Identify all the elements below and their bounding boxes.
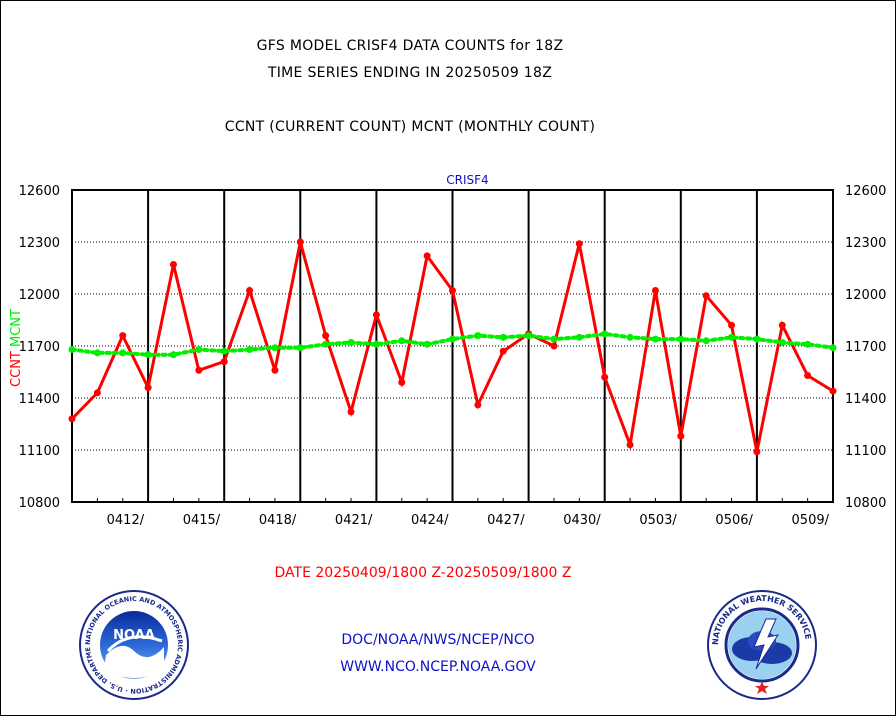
data-point-mcnt [347,339,355,347]
data-point-mcnt [525,332,533,340]
data-point-mcnt [423,340,431,348]
x-tick-label: 0509/ [792,513,830,528]
data-point-ccnt [499,347,507,355]
data-point-ccnt [68,415,76,423]
x-tick-label: 0430/ [563,513,601,528]
y-tick-label-right: 12000 [845,288,886,303]
y-tick-label-right: 10800 [845,496,886,511]
data-point-ccnt [626,441,634,449]
noaa-logo: NOAA NATIONAL OCEANIC AND ATMOSPHERIC AD… [78,589,189,700]
y-tick-label-left: 11100 [19,444,60,459]
data-point-ccnt [246,287,254,295]
data-point-mcnt [220,347,228,355]
chart-title-line-3: CCNT (CURRENT COUNT) MCNT (MONTHLY COUNT… [224,119,596,135]
data-point-ccnt [296,238,304,246]
data-point-ccnt [575,240,583,248]
data-point-mcnt [550,335,558,343]
x-tick-label: 0415/ [183,513,221,528]
data-point-mcnt [575,333,583,341]
date-range-label: DATE 20250409/1800 Z-20250509/1800 Z [274,565,572,581]
data-point-mcnt [93,349,101,357]
data-point-ccnt [271,366,279,374]
data-point-mcnt [677,335,685,343]
data-point-mcnt [499,333,507,341]
y-tick-label-left: 12000 [19,288,60,303]
y-tick-label-left: 11400 [19,392,60,407]
x-tick-label: 0503/ [639,513,677,528]
y-tick-label-right: 12600 [845,184,886,199]
chart-title-line-2: TIME SERIES ENDING IN 20250509 18Z [267,65,553,81]
data-point-ccnt [829,387,837,395]
data-point-mcnt [68,345,76,353]
data-point-mcnt [271,344,279,352]
data-point-ccnt [220,358,228,366]
data-point-ccnt [423,252,431,260]
data-point-ccnt [702,292,710,300]
data-point-mcnt [601,330,609,338]
x-tick-label: 0412/ [107,513,145,528]
data-point-mcnt [169,351,177,359]
data-point-ccnt [651,287,659,295]
data-point-mcnt [804,340,812,348]
data-point-mcnt [322,340,330,348]
data-point-ccnt [550,342,558,350]
y-axis-label: CCNT MCNT [9,309,24,387]
data-point-ccnt [474,401,482,409]
x-tick-label: 0421/ [335,513,373,528]
x-tick-label: 0424/ [411,513,449,528]
data-point-mcnt [829,344,837,352]
data-point-mcnt [195,345,203,353]
y-axis-label-mcnt: MCNT [9,309,24,347]
data-point-ccnt [372,311,380,319]
data-point-ccnt [804,371,812,379]
data-point-ccnt [677,432,685,440]
y-tick-label-left: 10800 [19,496,60,511]
data-point-ccnt [778,321,786,329]
y-tick-label-right: 11100 [845,444,886,459]
data-point-ccnt [169,261,177,269]
data-point-ccnt [195,366,203,374]
y-tick-label-left: 12300 [19,236,60,251]
data-point-ccnt [119,332,127,340]
x-tick-label: 0427/ [487,513,525,528]
data-point-mcnt [753,335,761,343]
x-tick-label: 0418/ [259,513,297,528]
data-point-mcnt [626,333,634,341]
y-axis-label-ccnt: CCNT [9,347,24,387]
y-tick-label-right: 11400 [845,392,886,407]
y-tick-label-right: 11700 [845,340,886,355]
x-tick-label: 0506/ [715,513,753,528]
y-tick-label-left: 11700 [19,340,60,355]
data-point-mcnt [144,351,152,359]
data-point-mcnt [474,332,482,340]
website-label: WWW.NCO.NCEP.NOAA.GOV [340,659,536,675]
panel-title: CRISF4 [446,173,488,187]
chart-title-line-1: GFS MODEL CRISF4 DATA COUNTS for 18Z [256,38,564,54]
data-point-ccnt [753,448,761,456]
data-point-ccnt [449,287,456,295]
data-point-ccnt [601,373,609,381]
data-point-ccnt [347,408,355,416]
data-point-mcnt [296,344,304,352]
nws-logo: NATIONAL WEATHER SERVICE [707,590,817,700]
data-point-mcnt [728,333,736,341]
data-point-mcnt [778,339,786,347]
data-point-ccnt [144,384,152,392]
noaa-logo-text: NOAA [113,628,155,643]
data-point-mcnt [702,337,710,345]
y-tick-label-left: 12600 [19,184,60,199]
data-point-mcnt [449,335,456,343]
data-point-mcnt [119,349,127,357]
y-tick-label-right: 12300 [845,236,886,251]
data-point-ccnt [728,321,736,329]
data-point-ccnt [93,389,101,397]
data-point-ccnt [322,332,330,340]
data-point-mcnt [651,335,659,343]
data-point-ccnt [398,378,406,386]
data-point-mcnt [398,337,406,345]
org-path-label: DOC/NOAA/NWS/NCEP/NCO [341,632,535,648]
data-point-mcnt [246,345,254,353]
data-point-mcnt [372,340,380,348]
